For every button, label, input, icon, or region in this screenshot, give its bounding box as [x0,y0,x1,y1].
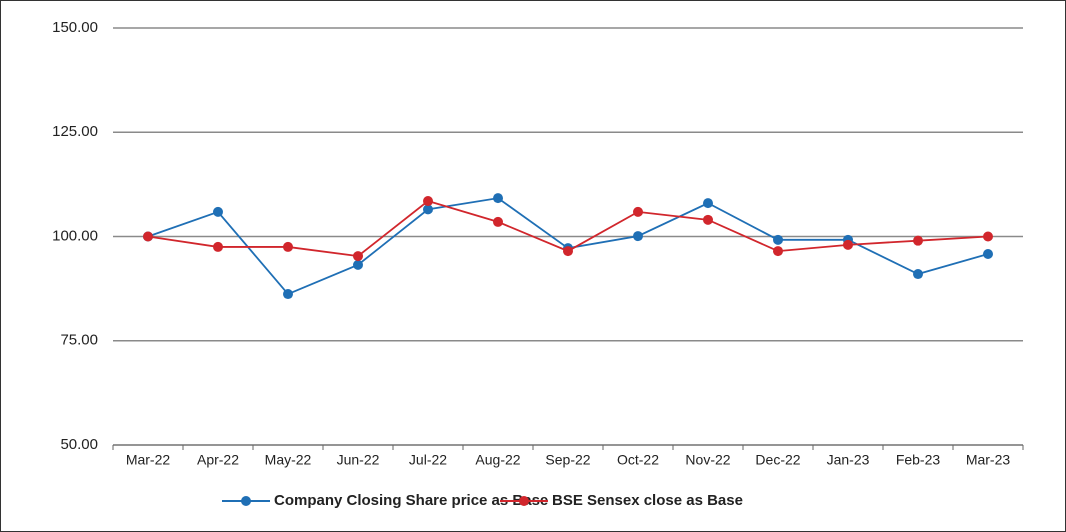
point [143,231,153,242]
y-tick-label: 100.00 [52,227,98,244]
y-tick-label: 75.00 [60,332,98,349]
point [913,235,923,246]
point [703,214,713,225]
point [773,246,783,257]
point [633,206,643,217]
x-tick-label: Oct-22 [617,452,659,468]
y-tick-label: 150.00 [52,19,98,36]
legend-label: Company Closing Share price as Base [274,492,548,509]
x-tick-label: Feb-23 [896,452,941,468]
y-tick-label: 50.00 [60,436,98,453]
x-tick-label: Jun-22 [337,452,380,468]
point [563,246,573,257]
point [983,249,993,260]
legend-label: BSE Sensex close as Base [552,492,743,509]
x-tick-label: Sep-22 [545,452,590,468]
point [773,234,783,245]
point [493,193,503,204]
x-tick-label: Apr-22 [197,452,239,468]
x-tick-label: Jan-23 [827,452,870,468]
point [283,241,293,252]
point [913,269,923,280]
point [353,251,363,262]
point [493,216,503,227]
legend-marker [241,496,251,506]
point [633,231,643,242]
x-tick-label: Nov-22 [685,452,730,468]
x-tick-label: Mar-22 [126,452,171,468]
point [213,241,223,252]
point [283,289,293,300]
point [983,231,993,242]
point [703,198,713,209]
point [843,239,853,250]
x-tick-label: Jul-22 [409,452,447,468]
point [423,204,433,215]
point [353,259,363,270]
y-tick-label: 125.00 [52,123,98,140]
x-tick-label: Aug-22 [475,452,520,468]
x-tick-label: Dec-22 [755,452,800,468]
point [423,196,433,207]
point [213,206,223,217]
x-tick-label: May-22 [265,452,312,468]
legend-marker [519,496,529,506]
x-tick-label: Mar-23 [966,452,1011,468]
